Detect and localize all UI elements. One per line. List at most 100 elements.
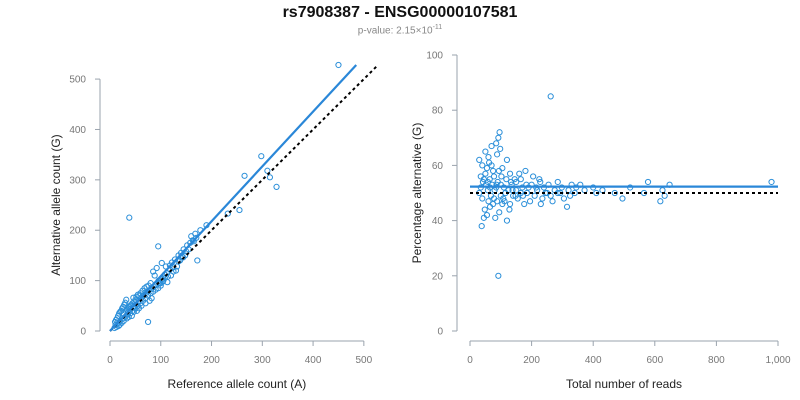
left-data-point (128, 312, 135, 319)
right-data-point (563, 203, 571, 210)
left-data-point (133, 307, 141, 314)
left-data-point (180, 254, 187, 261)
left-data-point (182, 252, 189, 259)
right-x-tick-label: 400 (585, 355, 602, 366)
right-data-point (492, 214, 499, 221)
right-scatter-panel: 0 200 400 600 800 1,000 0 20 40 60 80 100 Total numb… (410, 51, 791, 392)
left-data-point (236, 206, 243, 214)
left-y-tick-label: 0 (80, 327, 86, 338)
right-data-point (522, 167, 529, 175)
right-data-point (479, 195, 486, 202)
right-x-tick-label: 0 (467, 355, 473, 366)
right-data-point (519, 192, 527, 199)
left-y-tick-label: 500 (69, 75, 86, 86)
right-data-point (521, 200, 528, 208)
right-data-point (494, 151, 501, 158)
right-data-point (500, 195, 507, 202)
right-data-point (768, 178, 775, 186)
right-x-tick-label: 1,000 (765, 355, 790, 366)
right-y-tick-label: 80 (432, 106, 444, 117)
left-data-point (241, 172, 248, 179)
right-data-point (657, 198, 664, 205)
left-data-point (155, 243, 162, 250)
right-data-point (547, 93, 554, 100)
left-x-tick-label: 0 (107, 355, 113, 366)
right-y-tick-label: 100 (426, 51, 443, 62)
left-y-tick-label: 200 (69, 226, 86, 237)
right-x-tick-label: 600 (646, 355, 663, 366)
right-y-tick-label: 0 (437, 327, 443, 338)
right-x-tick-label: 200 (523, 355, 540, 366)
left-data-point (153, 264, 160, 272)
left-data-point (144, 318, 152, 326)
right-data-point (493, 140, 500, 147)
right-data-point (495, 272, 502, 279)
right-y-tick-label: 20 (432, 271, 444, 282)
right-data-point (537, 200, 544, 208)
right-data-point (490, 173, 498, 180)
right-data-point (496, 209, 503, 216)
right-data-point (496, 129, 503, 136)
right-data-point (486, 176, 493, 183)
right-data-point (526, 198, 534, 205)
left-data-point (264, 167, 271, 174)
left-data-point (258, 153, 265, 160)
right-data-point (481, 206, 488, 213)
right-data-point (497, 145, 504, 152)
right-data-point (512, 192, 519, 199)
left-data-point (158, 259, 165, 267)
right-data-point (485, 198, 492, 205)
left-y-axis-title: Alternative allele count (G) (49, 134, 63, 275)
right-data-point (488, 162, 495, 169)
right-y-axis-title: Percentage alternative (G) (410, 123, 424, 264)
right-data-point (536, 176, 543, 183)
right-data-point (619, 195, 626, 202)
right-data-point (567, 192, 574, 199)
left-data-point (130, 294, 137, 301)
right-data-point (554, 178, 561, 186)
right-data-point (530, 173, 537, 180)
chart-subtitle: p-value: 2.15×10-11 (0, 24, 800, 36)
left-y-tick-label: 400 (69, 125, 86, 136)
left-data-point (164, 279, 171, 286)
right-data-point (480, 214, 487, 221)
right-data-point (490, 167, 497, 175)
p-value-text: p-value: 2.15×10 (357, 25, 433, 37)
right-data-point (531, 192, 538, 199)
left-reference-line (109, 65, 378, 332)
right-data-point (644, 178, 652, 186)
right-data-point (537, 178, 544, 186)
right-data-point (494, 198, 501, 205)
left-x-axis-title: Reference allele count (A) (168, 377, 307, 391)
left-data-point (126, 214, 133, 221)
right-data-point (476, 156, 483, 163)
right-data-point (483, 165, 491, 172)
right-data-point (482, 148, 489, 155)
right-x-axis-title: Total number of reads (566, 377, 682, 391)
left-x-tick-label: 400 (305, 355, 322, 366)
left-data-point (224, 210, 231, 217)
right-data-point (495, 167, 503, 175)
right-data-point (516, 170, 523, 177)
right-data-point (478, 223, 485, 230)
right-data-point (479, 162, 486, 169)
left-y-tick-label: 100 (69, 276, 86, 287)
left-data-point (194, 257, 201, 264)
right-data-point (539, 195, 546, 202)
left-scatter-panel: 0 100 200 300 400 500 0 100 200 300 400 500 Referenc… (49, 61, 378, 391)
left-data-point (193, 234, 200, 241)
right-x-tick-label: 800 (708, 355, 725, 366)
left-data-point (112, 321, 119, 329)
right-data-point (479, 178, 487, 186)
left-x-tick-label: 300 (254, 355, 271, 366)
right-data-point (517, 176, 524, 183)
left-data-point (266, 174, 274, 181)
right-data-point (498, 173, 505, 180)
chart-title: rs7908387 - ENSG00000107581 (282, 4, 518, 21)
left-y-tick-label: 300 (69, 175, 86, 186)
left-data-point (169, 264, 177, 271)
right-data-point (506, 206, 513, 213)
right-data-point (506, 200, 514, 208)
left-data-point (273, 183, 280, 190)
